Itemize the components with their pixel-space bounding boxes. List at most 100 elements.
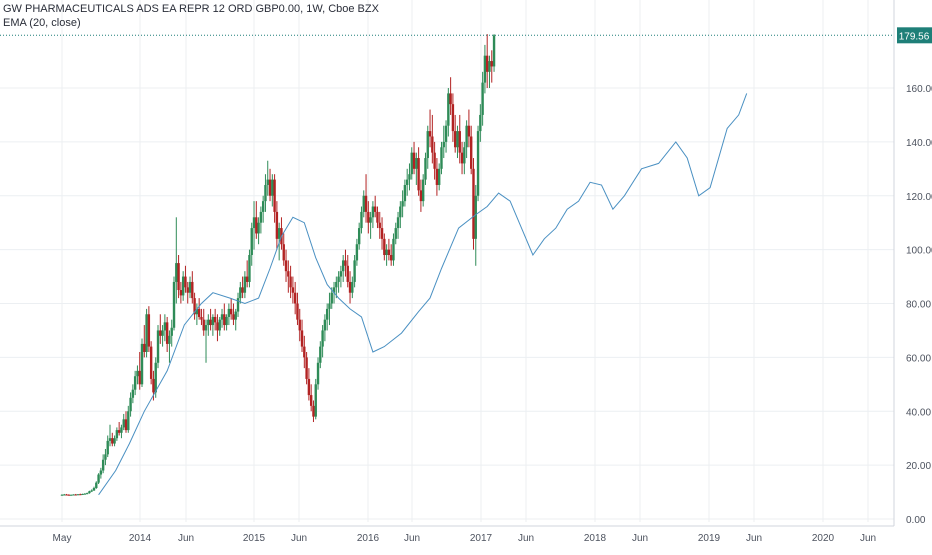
candle-body <box>95 482 98 489</box>
candle-body <box>218 319 221 331</box>
candle-body <box>99 470 103 475</box>
candle-body <box>179 290 183 296</box>
ema-line <box>98 93 748 496</box>
x-tick-label: Jun <box>632 533 648 544</box>
candle-body <box>177 263 180 291</box>
candle-body <box>145 314 148 352</box>
candle-body <box>106 440 109 455</box>
candle-body <box>245 276 249 282</box>
x-tick-label: 2016 <box>357 533 380 544</box>
candle-body <box>184 276 187 288</box>
candle-body <box>140 343 144 385</box>
candle-body <box>227 308 231 317</box>
candle-body <box>129 397 132 412</box>
ema-layer <box>98 93 748 496</box>
candle-body <box>298 319 301 331</box>
candle-body <box>204 325 208 331</box>
candle-body <box>225 316 228 326</box>
candle-body <box>323 319 327 331</box>
x-tick-label: May <box>53 533 72 544</box>
candle-body <box>115 430 119 439</box>
x-tick-label: Jun <box>860 533 876 544</box>
candle-body <box>252 217 256 229</box>
candle-body <box>360 211 363 229</box>
candle-body <box>399 206 402 218</box>
candle-body <box>277 228 281 239</box>
x-tick-label: 2017 <box>470 533 493 544</box>
y-tick-label: 80.00 <box>906 300 931 311</box>
y-tick-label: 140.00 <box>906 138 932 149</box>
candle-body <box>76 494 80 496</box>
candle-body <box>440 147 443 169</box>
candle-body <box>83 493 87 495</box>
candle-body <box>474 195 477 239</box>
candle-body <box>392 238 395 261</box>
candle-body <box>296 303 299 320</box>
candle-body <box>378 222 381 229</box>
candle-body <box>156 330 160 363</box>
candle-body <box>275 211 279 239</box>
candle-body <box>380 228 384 239</box>
candle-body <box>355 244 359 261</box>
candle-body <box>332 287 336 293</box>
candle-body <box>172 281 176 328</box>
candle-body <box>481 82 484 115</box>
indicator-label: EMA (20, close) <box>3 17 81 29</box>
candle-body <box>456 131 459 148</box>
candle-body <box>433 152 436 169</box>
candle-body <box>154 362 157 393</box>
candle-body <box>373 206 377 212</box>
x-tick-label: Jun <box>178 533 194 544</box>
candle-body <box>143 343 146 352</box>
candle-body <box>236 298 240 312</box>
candle-body <box>127 411 130 431</box>
candle-body <box>124 419 128 431</box>
candle-body <box>181 276 185 296</box>
candle-body <box>319 346 322 363</box>
candle-body <box>284 260 288 272</box>
candle-body <box>410 152 413 175</box>
candle-body <box>188 281 192 293</box>
candle-body <box>428 131 432 137</box>
x-tick-label: 2015 <box>243 533 266 544</box>
x-tick-label: Jun <box>746 533 762 544</box>
candle-body <box>403 184 407 202</box>
candle-body <box>431 136 434 153</box>
candle-body <box>131 389 135 398</box>
candle-body <box>316 362 320 385</box>
candle-body <box>300 330 304 347</box>
candle-body <box>211 316 215 326</box>
candle-body <box>261 201 265 212</box>
candle-body <box>385 249 388 256</box>
candle-body <box>159 330 162 336</box>
candle-body <box>197 308 201 317</box>
candle-body <box>241 287 244 293</box>
candle-body <box>186 287 189 293</box>
candle-body <box>268 179 272 196</box>
candle-body <box>90 490 93 492</box>
y-tick-label: 20.00 <box>906 461 931 472</box>
candle-body <box>426 131 429 159</box>
candle-body <box>216 322 219 331</box>
candle-body <box>339 271 343 277</box>
candle-body <box>383 238 386 256</box>
x-tick-label: 2019 <box>698 533 721 544</box>
candle-body <box>85 493 89 495</box>
candle-body <box>401 201 404 207</box>
candle-body <box>435 168 439 185</box>
candle-body <box>72 494 75 496</box>
candle-body <box>444 125 448 142</box>
candle-body <box>328 303 331 309</box>
y-tick-label: 120.00 <box>906 192 932 203</box>
candle-body <box>243 276 247 293</box>
candle-body <box>353 260 356 282</box>
candle-body <box>344 260 347 266</box>
candle-body <box>387 249 391 256</box>
candle-body <box>122 419 125 428</box>
candle-body <box>421 179 425 202</box>
candle-body <box>476 131 480 196</box>
candle-body <box>417 158 420 191</box>
candle-body <box>337 276 340 282</box>
candle-body <box>364 195 368 212</box>
